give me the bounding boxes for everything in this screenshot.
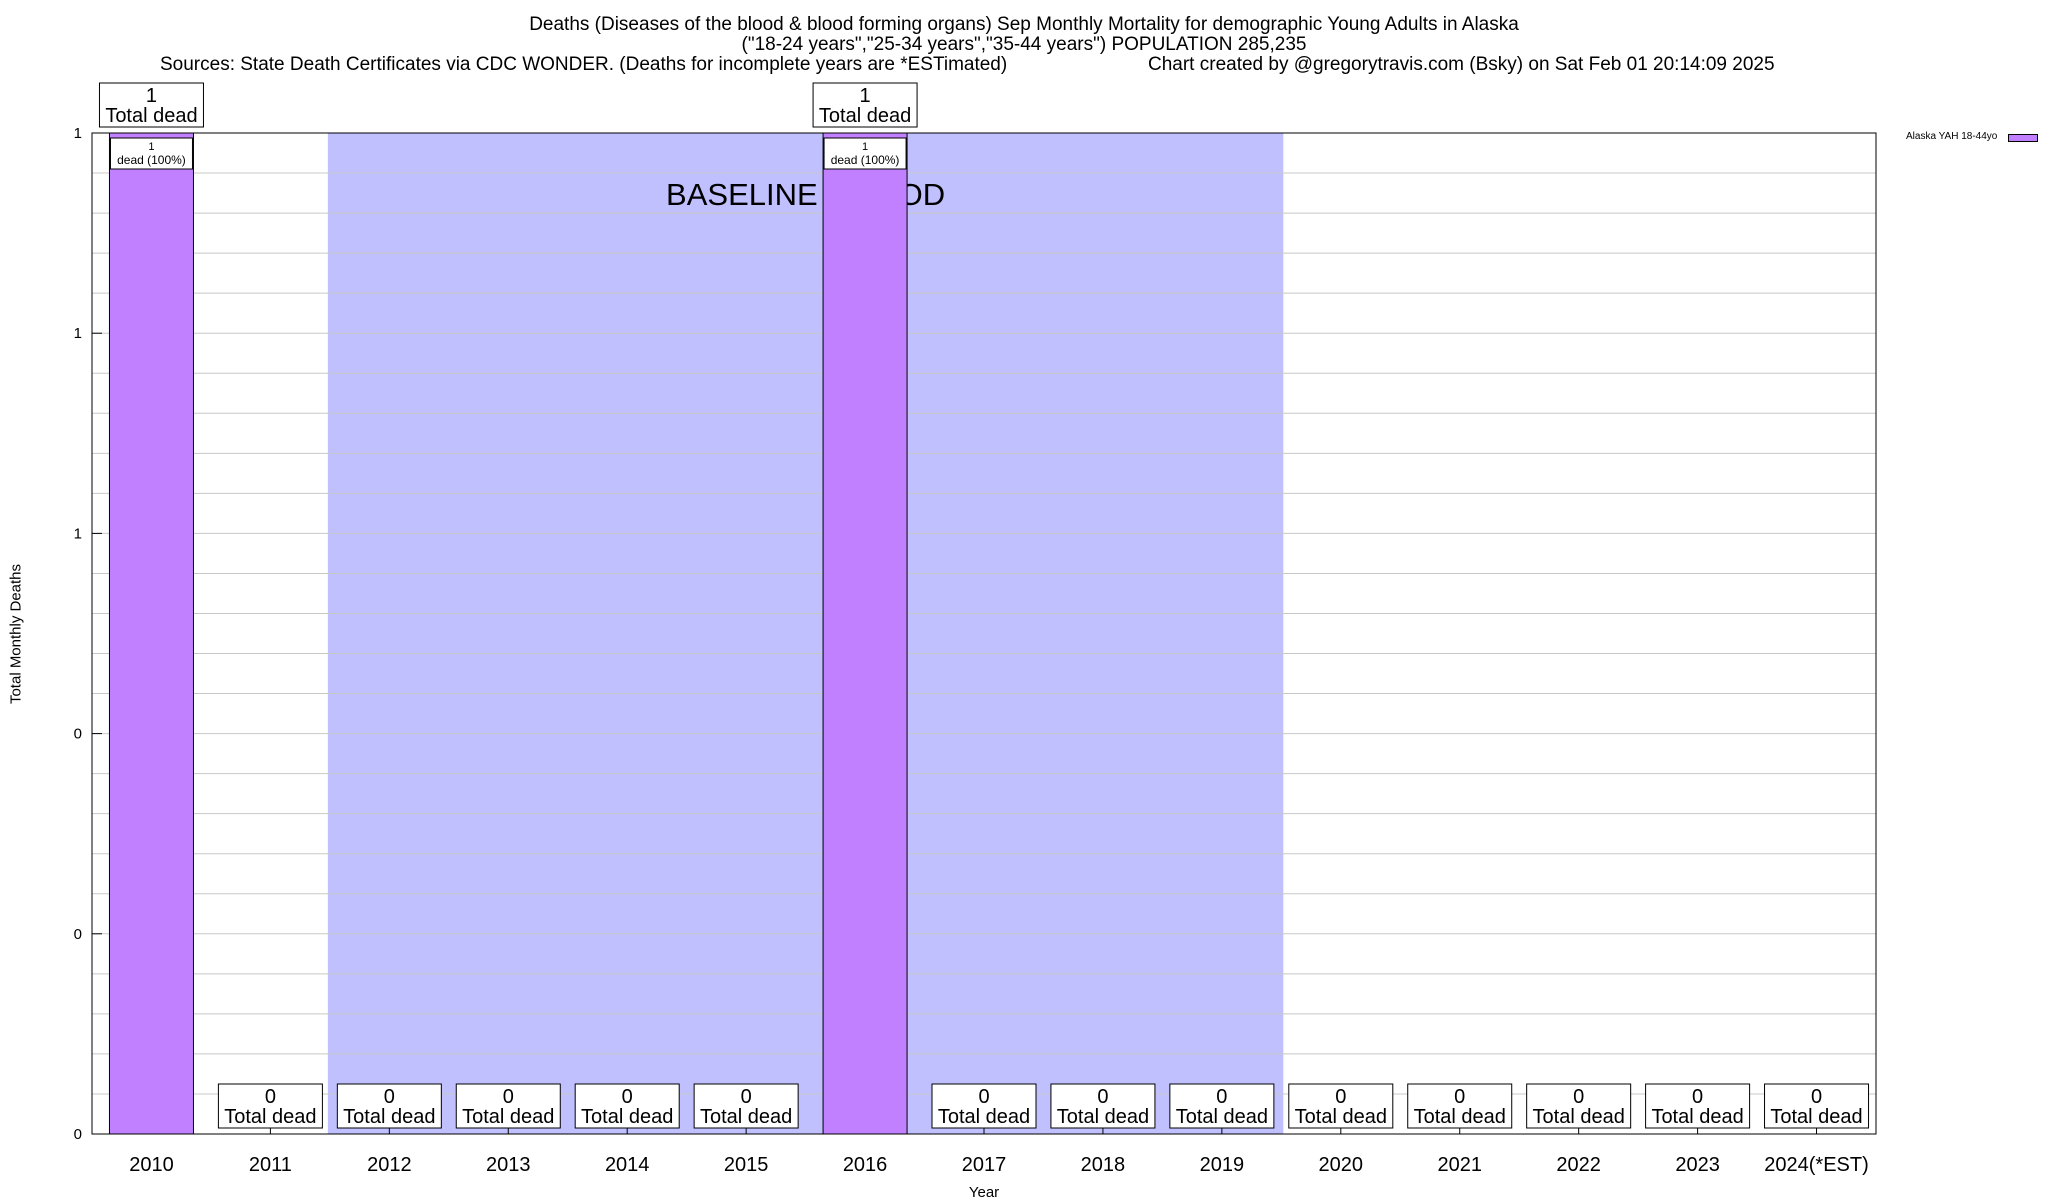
x-tick-label: 2010 [129, 1154, 174, 1176]
y-tick-label: 1 [74, 525, 82, 542]
y-axis-label: Total Monthly Deaths [7, 563, 25, 705]
total-label-box [1288, 1083, 1394, 1129]
bar-inner-label: dead (100%) [831, 153, 900, 167]
total-label-box [1645, 1083, 1751, 1129]
bar [822, 132, 908, 1135]
x-axis-label: Year [968, 1184, 1000, 1201]
total-label-box [1407, 1083, 1513, 1129]
total-label-text: Total dead [224, 1106, 316, 1128]
total-label-text: Total dead [1057, 1106, 1149, 1128]
chart-subtitle: ("18-24 years","25-34 years","35-44 year… [741, 34, 1307, 55]
total-label-text: Total dead [1770, 1106, 1862, 1128]
total-label-value: 0 [1811, 1086, 1822, 1108]
total-label-value: 0 [622, 1086, 633, 1108]
total-label-text: Total dead [1414, 1106, 1506, 1128]
bar-inner-label-box [109, 137, 193, 170]
x-tick-label: 2021 [1437, 1154, 1482, 1176]
bar-inner-label-box [823, 137, 907, 170]
total-label-box [98, 82, 204, 128]
chart-sources: Sources: State Death Certificates via CD… [160, 54, 1008, 75]
total-label-box [931, 1083, 1037, 1129]
total-label-value: 0 [1335, 1086, 1346, 1108]
x-tick-label: 2015 [724, 1154, 769, 1176]
baseline-period-band [327, 133, 1284, 1134]
total-label-text: Total dead [1176, 1106, 1268, 1128]
total-label-text: Total dead [1295, 1106, 1387, 1128]
legend-entry-label: Alaska YAH 18-44yo [1906, 131, 1998, 142]
total-label-value: 0 [1692, 1086, 1703, 1108]
total-label-value: 0 [265, 1086, 276, 1108]
total-label-text: Total dead [581, 1106, 673, 1128]
x-tick-label: 2014 [605, 1154, 650, 1176]
legend-swatch [2008, 134, 2038, 142]
total-label-box [455, 1083, 561, 1129]
x-tick-label: 2020 [1319, 1154, 1364, 1176]
x-tick-label: 2013 [486, 1154, 531, 1176]
total-label-text: Total dead [1651, 1106, 1743, 1128]
x-tick-label: 2017 [962, 1154, 1007, 1176]
chart-title: Deaths (Diseases of the blood & blood fo… [529, 14, 1519, 35]
total-label-box [217, 1083, 323, 1129]
total-label-box [1050, 1083, 1156, 1129]
x-tick-label: 2019 [1200, 1154, 1245, 1176]
total-label-value: 0 [384, 1086, 395, 1108]
bar-inner-value: 1 [148, 141, 154, 153]
chart-credit: Chart created by @gregorytravis.com (Bsk… [1148, 54, 1775, 75]
total-label-value: 0 [978, 1086, 989, 1108]
total-label-value: 0 [1454, 1086, 1465, 1108]
total-label-value: 1 [860, 85, 871, 107]
x-tick-label: 2018 [1081, 1154, 1126, 1176]
total-label-value: 1 [146, 85, 157, 107]
total-label-value: 0 [1573, 1086, 1584, 1108]
bar [108, 132, 194, 1135]
total-label-box [693, 1083, 799, 1129]
y-tick-label: 0 [74, 1126, 82, 1143]
x-tick-label: 2012 [367, 1154, 412, 1176]
x-tick-label: 2024(*EST) [1764, 1154, 1869, 1176]
total-label-box [1764, 1083, 1870, 1129]
total-label-text: Total dead [700, 1106, 792, 1128]
total-label-box [812, 82, 918, 128]
bar-inner-value: 1 [862, 141, 868, 153]
total-label-value: 0 [1097, 1086, 1108, 1108]
x-tick-label: 2016 [843, 1154, 888, 1176]
total-label-value: 0 [741, 1086, 752, 1108]
total-label-text: Total dead [462, 1106, 554, 1128]
x-tick-label: 2023 [1675, 1154, 1720, 1176]
y-tick-label: 1 [74, 125, 82, 142]
total-label-text: Total dead [343, 1106, 435, 1128]
plot-frame [91, 132, 1877, 1135]
total-label-box [336, 1083, 442, 1129]
total-label-text: Total dead [1533, 1106, 1625, 1128]
total-label-box [1169, 1083, 1275, 1129]
total-label-box [574, 1083, 680, 1129]
x-tick-label: 2011 [249, 1154, 292, 1176]
total-label-text: Total dead [819, 105, 911, 127]
total-label-text: Total dead [938, 1106, 1030, 1128]
total-label-text: Total dead [105, 105, 197, 127]
x-tick-label: 2022 [1556, 1154, 1601, 1176]
y-tick-label: 1 [74, 325, 82, 342]
y-tick-label: 0 [74, 726, 82, 743]
y-tick-label: 0 [74, 926, 82, 943]
bar-inner-label: dead (100%) [117, 153, 186, 167]
total-label-value: 0 [1216, 1086, 1227, 1108]
total-label-value: 0 [503, 1086, 514, 1108]
total-label-box [1526, 1083, 1632, 1129]
